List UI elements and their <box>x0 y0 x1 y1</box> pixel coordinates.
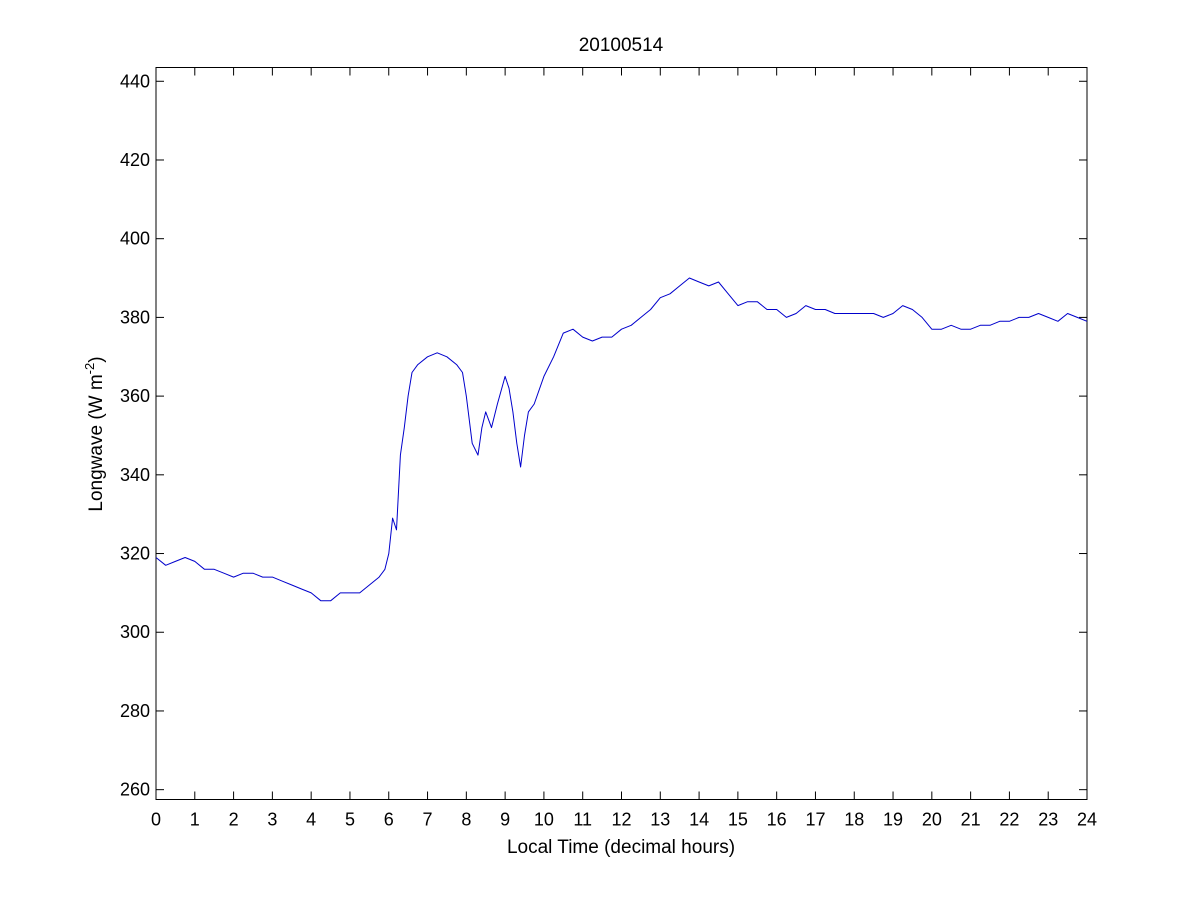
x-tick-label: 15 <box>728 810 748 830</box>
x-tick-label: 4 <box>306 810 316 830</box>
y-tick-label: 380 <box>120 307 150 327</box>
y-tick-label: 400 <box>120 229 150 249</box>
x-tick-label: 11 <box>573 810 592 830</box>
x-tick-label: 23 <box>1038 810 1058 830</box>
y-tick-label: 440 <box>120 71 150 91</box>
y-axis-label-superscript: -2 <box>82 363 97 375</box>
y-axis: 260 280 300 320 340 360 380 400 420 440 <box>120 71 1087 800</box>
x-tick-label: 16 <box>767 810 787 830</box>
x-tick-label: 21 <box>961 810 981 830</box>
x-tick-label: 24 <box>1077 810 1097 830</box>
x-tick-label: 7 <box>423 810 433 830</box>
x-tick-label: 1 <box>190 810 200 830</box>
x-tick-label: 22 <box>999 810 1019 830</box>
x-tick-label: 2 <box>229 810 239 830</box>
x-tick-label: 6 <box>384 810 394 830</box>
x-tick-label: 13 <box>650 810 670 830</box>
x-axis: 0 1 2 3 4 5 6 7 8 9 10 11 12 13 14 15 16 17 18 19 20 21 22 23 24 <box>151 67 1097 830</box>
x-tick-label: 19 <box>883 810 903 830</box>
chart-title: 20100514 <box>579 35 664 56</box>
y-tick-label: 260 <box>120 780 150 800</box>
y-tick-label: 320 <box>120 544 150 564</box>
x-tick-label: 5 <box>345 810 355 830</box>
x-tick-label: 12 <box>611 810 631 830</box>
x-tick-label: 10 <box>534 810 554 830</box>
x-tick-label: 17 <box>805 810 825 830</box>
y-axis-label-main: Longwave (W m <box>86 374 107 511</box>
x-tick-label: 3 <box>267 810 277 830</box>
x-tick-label: 9 <box>500 810 510 830</box>
y-tick-label: 360 <box>120 386 150 406</box>
x-tick-label: 14 <box>689 810 709 830</box>
y-tick-label: 300 <box>120 622 150 642</box>
y-axis-label: Longwave (W m-2) <box>82 356 107 511</box>
series-line-longwave <box>155 277 1088 602</box>
plot-area <box>155 67 1088 800</box>
y-tick-label: 340 <box>120 465 150 485</box>
y-tick-label: 280 <box>120 701 150 721</box>
y-axis-label-close: ) <box>86 356 107 362</box>
x-tick-label: 0 <box>151 810 161 830</box>
x-tick-label: 20 <box>922 810 942 830</box>
y-tick-label: 420 <box>120 150 150 170</box>
x-tick-label: 8 <box>461 810 471 830</box>
x-axis-label: Local Time (decimal hours) <box>507 837 735 858</box>
x-tick-label: 18 <box>844 810 864 830</box>
